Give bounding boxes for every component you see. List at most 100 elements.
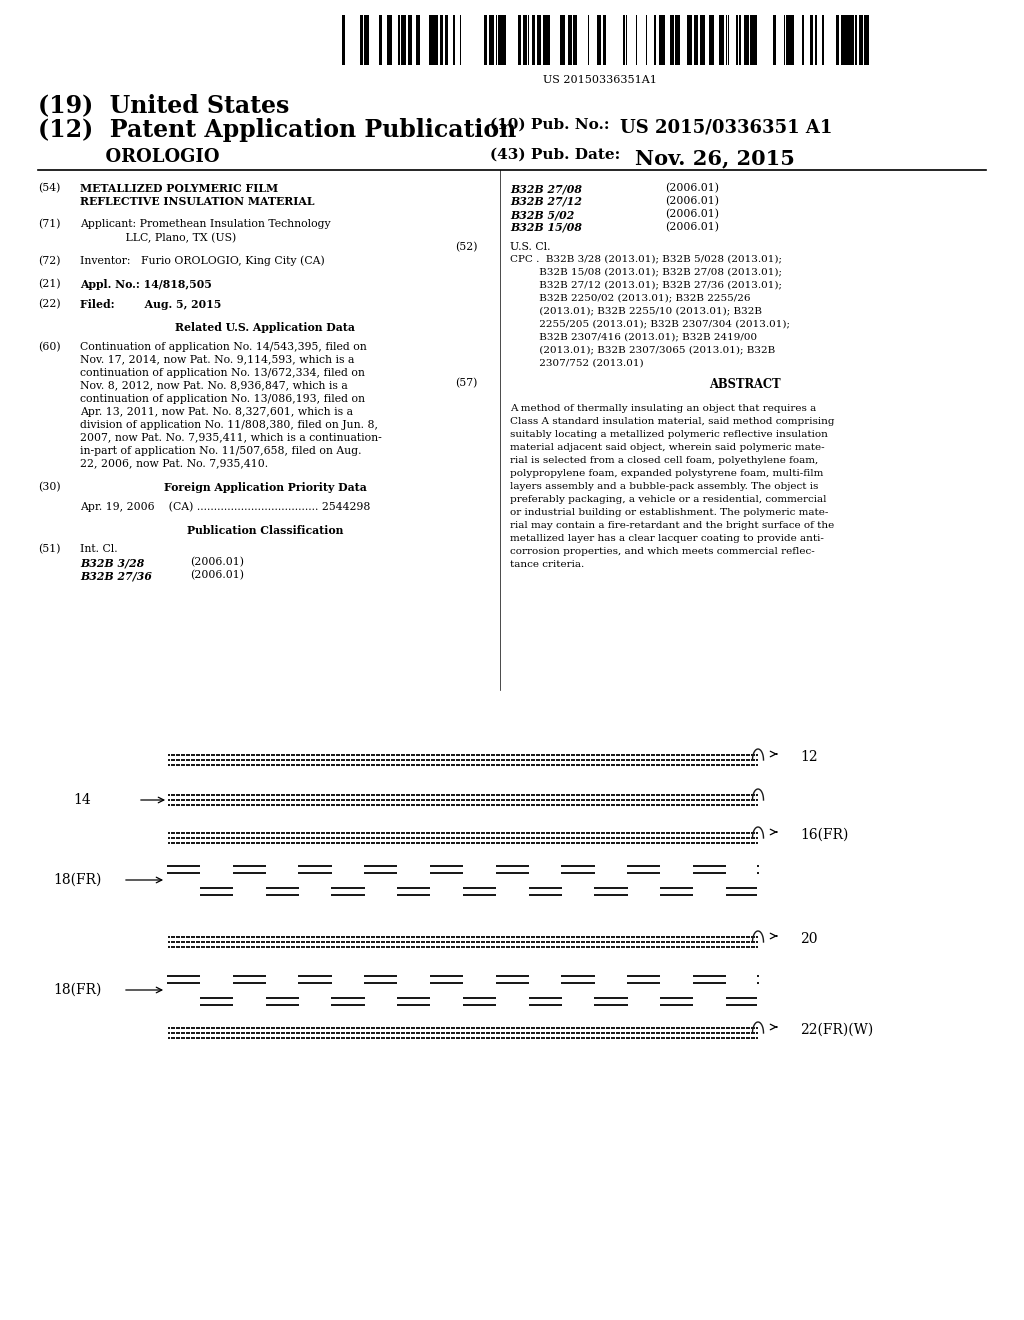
Point — [244, 754, 260, 775]
Point — [605, 884, 622, 906]
Point — [740, 876, 757, 898]
Point — [586, 784, 602, 805]
Point — [681, 987, 697, 1008]
Text: layers assembly and a bubble-pack assembly. The object is: layers assembly and a bubble-pack assemb… — [510, 482, 818, 491]
Point — [416, 828, 432, 849]
Point — [453, 965, 469, 986]
Point — [471, 795, 487, 816]
Point — [166, 789, 182, 810]
Point — [641, 822, 657, 843]
Point — [667, 936, 683, 957]
Point — [743, 994, 760, 1015]
Point — [334, 884, 350, 906]
Bar — [445, 15, 449, 65]
Point — [275, 927, 292, 948]
Point — [360, 855, 377, 876]
Point — [639, 784, 655, 805]
Point — [483, 744, 500, 766]
Point — [246, 828, 262, 849]
Point — [351, 1023, 368, 1044]
Point — [413, 876, 429, 898]
Point — [556, 936, 572, 957]
Point — [679, 936, 695, 957]
Point — [343, 822, 359, 843]
Point — [483, 832, 500, 853]
Point — [371, 927, 387, 948]
Point — [221, 822, 238, 843]
Point — [426, 936, 442, 957]
Point — [604, 744, 621, 766]
Point — [256, 932, 272, 953]
Point — [497, 972, 513, 993]
Point — [317, 862, 334, 883]
Point — [743, 744, 760, 766]
Point — [178, 1018, 195, 1039]
Text: metallized layer has a clear lacquer coating to provide anti-: metallized layer has a clear lacquer coa… — [510, 535, 824, 543]
Point — [546, 936, 562, 957]
Point — [459, 822, 475, 843]
Point — [662, 784, 678, 805]
Point — [252, 855, 268, 876]
Point — [691, 822, 708, 843]
Point — [644, 832, 660, 853]
Point — [608, 987, 625, 1008]
Point — [622, 784, 638, 805]
Point — [252, 862, 268, 883]
Point — [266, 987, 283, 1008]
Point — [669, 795, 685, 816]
Point — [281, 828, 297, 849]
Point — [577, 784, 593, 805]
Point — [201, 1027, 217, 1048]
Point — [398, 927, 415, 948]
Point — [734, 795, 751, 816]
Point — [544, 754, 560, 775]
Point — [298, 744, 314, 766]
Point — [544, 744, 560, 766]
Point — [376, 744, 392, 766]
Point — [306, 1023, 323, 1044]
Point — [561, 855, 578, 876]
Point — [464, 828, 480, 849]
Point — [511, 828, 527, 849]
Point — [604, 1023, 621, 1044]
Point — [556, 1018, 572, 1039]
Point — [741, 884, 758, 906]
Point — [629, 750, 645, 771]
Point — [581, 862, 597, 883]
Point — [611, 987, 628, 1008]
Point — [308, 828, 325, 849]
Point — [208, 876, 224, 898]
Point — [276, 994, 293, 1015]
Point — [196, 1027, 212, 1048]
Point — [433, 789, 450, 810]
Point — [446, 750, 463, 771]
Point — [505, 855, 521, 876]
Point — [273, 884, 290, 906]
Point — [701, 789, 718, 810]
Point — [649, 932, 666, 953]
Point — [456, 1023, 472, 1044]
Point — [618, 828, 635, 849]
Point — [329, 828, 345, 849]
Point — [185, 828, 202, 849]
Point — [524, 884, 541, 906]
Point — [523, 1023, 540, 1044]
Point — [741, 744, 758, 766]
Point — [694, 744, 711, 766]
Point — [466, 1018, 482, 1039]
Point — [412, 987, 428, 1008]
Point — [226, 784, 243, 805]
Point — [743, 1023, 760, 1044]
Point — [514, 744, 530, 766]
Point — [471, 822, 487, 843]
Point — [667, 932, 683, 953]
Point — [418, 987, 434, 1008]
Point — [556, 744, 572, 766]
Point — [582, 932, 598, 953]
Point — [618, 795, 635, 816]
Point — [181, 927, 198, 948]
Point — [441, 789, 458, 810]
Point — [656, 828, 673, 849]
Point — [478, 789, 495, 810]
Point — [515, 965, 531, 986]
